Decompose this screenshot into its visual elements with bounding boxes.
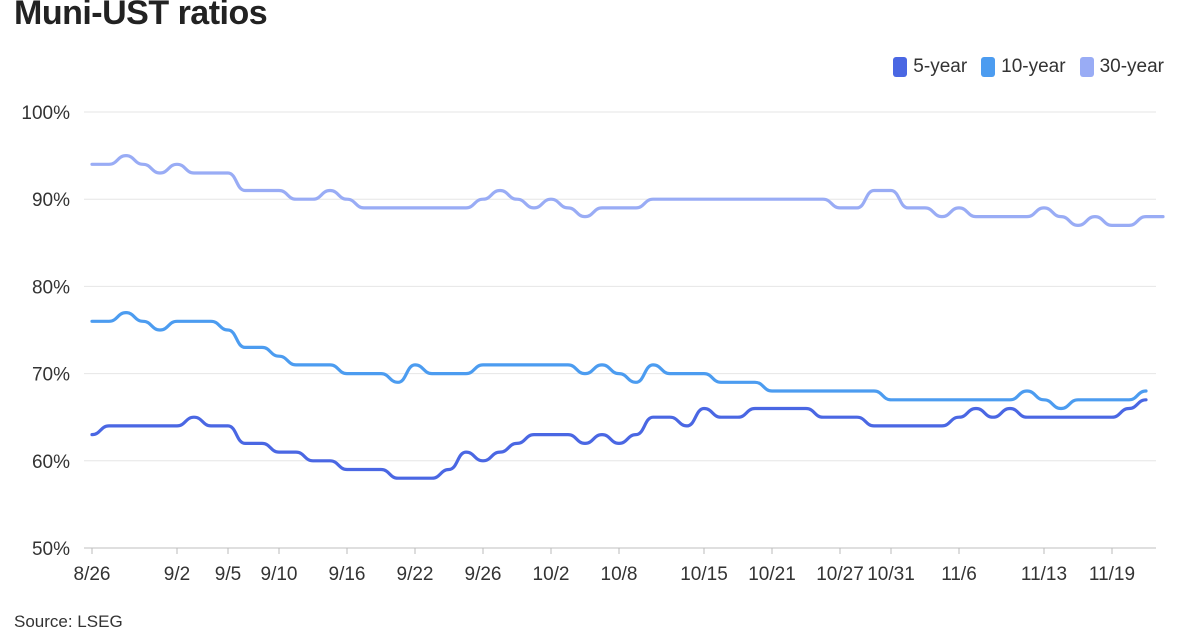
series-line-30-year	[90, 154, 1165, 228]
y-tick-label: 80%	[32, 277, 70, 298]
x-tick-label: 11/6	[941, 564, 977, 585]
legend-label-5-year: 5-year	[913, 56, 968, 77]
chart-title: Muni-UST ratios	[14, 0, 268, 32]
x-tick-label: 8/26	[74, 564, 111, 585]
legend-swatch-5-year	[893, 57, 908, 77]
x-tick-label: 9/16	[329, 564, 366, 585]
y-tick-label: 70%	[32, 365, 70, 386]
x-tick-label: 10/27	[816, 564, 864, 585]
x-tick-label: 9/2	[164, 564, 190, 585]
legend-item-10-year[interactable]: 10-year	[981, 56, 1066, 78]
legend-label-10-year: 10-year	[1001, 56, 1066, 77]
x-tick-label: 11/19	[1089, 564, 1135, 585]
source-note: Source: LSEG	[14, 612, 123, 631]
x-tick-label: 10/2	[533, 564, 570, 585]
line-chart: 50% 60% 70% 80% 90% 100% 8/26 9/2 9/5 9/10 9/16 9/2…	[21, 103, 1165, 585]
series-line-5-year	[90, 398, 1148, 480]
y-tick-label: 60%	[32, 452, 70, 473]
legend-item-30-year[interactable]: 30-year	[1079, 56, 1164, 78]
legend-item-5-year[interactable]: 5-year	[893, 56, 967, 78]
y-tick-label: 90%	[32, 190, 70, 211]
y-tick-label: 100%	[21, 103, 70, 124]
x-tick-label: 9/10	[261, 564, 298, 585]
legend-swatch-10-year	[981, 57, 996, 77]
legend-swatch-30-year	[1079, 57, 1094, 77]
x-tick-label: 10/31	[867, 564, 915, 585]
legend-label-30-year: 30-year	[1099, 56, 1164, 77]
x-tick-label: 11/13	[1021, 564, 1067, 585]
x-tick-label: 10/15	[680, 564, 728, 585]
x-tick-label: 9/5	[215, 564, 241, 585]
x-tick-label: 9/26	[465, 564, 502, 585]
legend: 5-year 10-year 30-year	[893, 56, 1164, 78]
series-line-10-year	[90, 311, 1148, 411]
x-tick-label: 10/8	[601, 564, 638, 585]
x-tick-label: 10/21	[748, 564, 796, 585]
x-tick-label: 9/22	[397, 564, 434, 585]
y-tick-label: 50%	[32, 539, 70, 560]
